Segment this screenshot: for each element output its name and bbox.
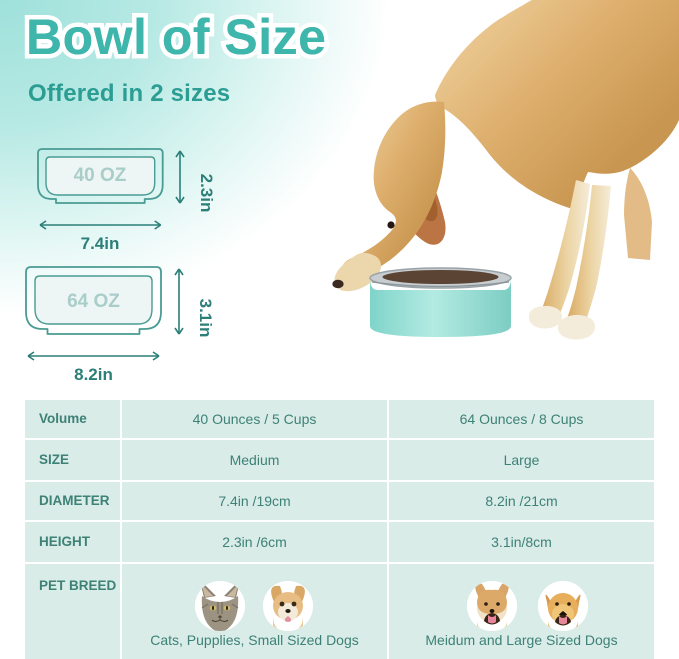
svg-text:8.2in: 8.2in	[74, 365, 113, 384]
svg-text:40 OZ: 40 OZ	[74, 165, 127, 186]
svg-text:3.1in: 3.1in	[196, 299, 215, 338]
svg-text:2.3in: 2.3in	[197, 174, 216, 213]
svg-text:64 OZ: 64 OZ	[67, 291, 120, 312]
svg-text:7.4in: 7.4in	[81, 234, 120, 253]
